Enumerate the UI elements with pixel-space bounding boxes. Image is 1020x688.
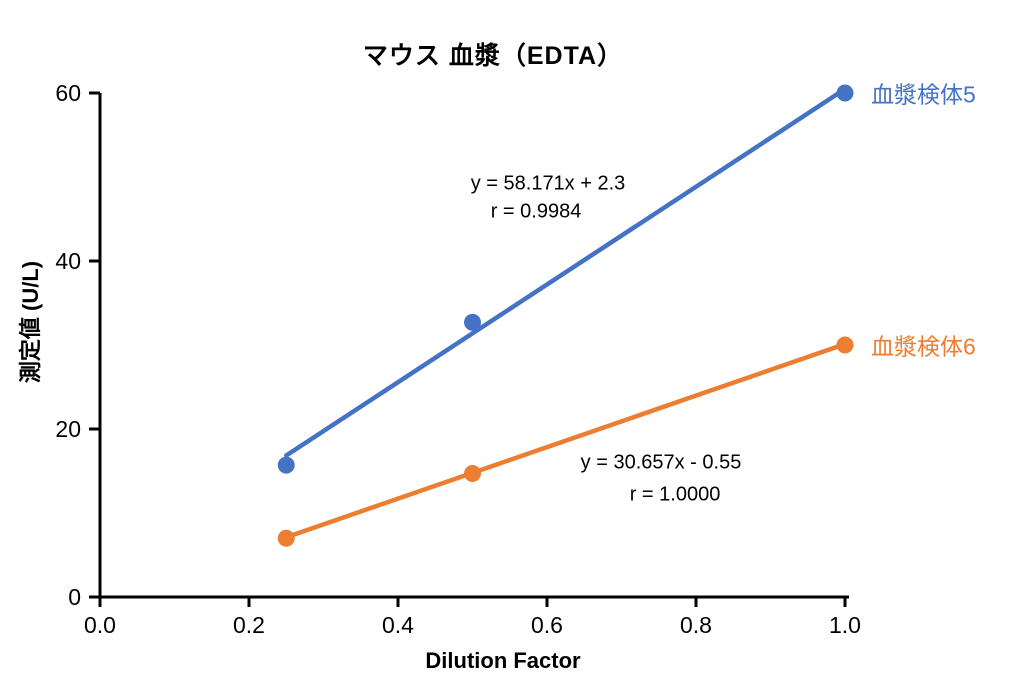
data-point-series-1 xyxy=(464,313,481,331)
series-label-sample6: 血漿検体6 xyxy=(871,333,976,360)
data-point-series-1 xyxy=(277,456,295,474)
data-point-series-2 xyxy=(836,336,854,354)
chart-title: マウス 血漿（EDTA） xyxy=(362,42,624,70)
x-tick-label: 1.0 xyxy=(829,612,861,638)
equation-label-sample6: y = 30.657x - 0.55 xyxy=(580,451,742,474)
y-tick-label: 60 xyxy=(55,80,81,106)
x-tick-label: 0.8 xyxy=(680,612,712,638)
trendline-series-2 xyxy=(284,341,848,540)
data-point-series-1 xyxy=(836,84,854,102)
equation-label-sample5: y = 58.171x + 2.3 xyxy=(470,172,626,195)
x-tick-label: 0.0 xyxy=(84,612,116,638)
x-tick-label: 0.6 xyxy=(531,612,563,638)
r-value-label-sample6: r = 1.0000 xyxy=(629,483,721,506)
trendline-series-1 xyxy=(284,86,848,458)
data-point-series-2 xyxy=(277,529,295,547)
series-label-sample5: 血漿検体5 xyxy=(871,81,976,108)
y-tick-label: 40 xyxy=(55,248,81,274)
r-value-label-sample5: r = 0.9984 xyxy=(490,200,582,223)
x-axis-title: Dilution Factor xyxy=(425,648,581,673)
data-point-series-2 xyxy=(464,465,481,483)
x-tick-label: 0.4 xyxy=(382,612,414,638)
y-tick-label: 20 xyxy=(55,416,81,442)
y-tick-label: 0 xyxy=(68,584,81,610)
x-tick-label: 0.2 xyxy=(233,612,265,638)
y-axis-title: 測定値 (U/L) xyxy=(18,260,43,384)
